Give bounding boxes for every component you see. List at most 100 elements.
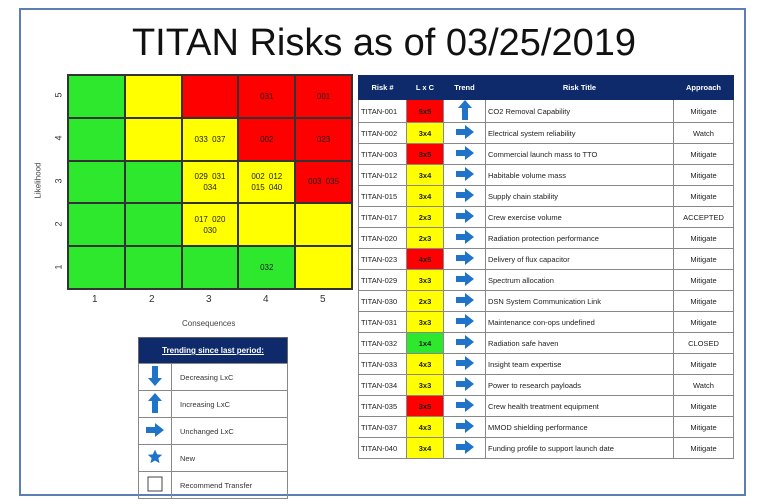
lxc-score: 3x5	[406, 395, 444, 417]
table-row: TITAN-035 3x5 Crew health treatment equi…	[358, 395, 734, 417]
legend-icon-cell	[138, 390, 172, 418]
table-row: TITAN-015 3x4 Supply chain stability Mit…	[358, 185, 734, 207]
lxc-score: 3x3	[406, 374, 444, 396]
risk-id: TITAN-033	[358, 353, 407, 375]
lxc-score: 4x5	[406, 248, 444, 270]
trend-cell	[443, 164, 486, 186]
arrow-right-icon	[455, 440, 474, 456]
x-tick-label: 4	[263, 294, 269, 305]
legend-item: Increasing LxC	[138, 390, 288, 418]
trend-cell	[443, 374, 486, 396]
risk-title: Power to research payloads	[485, 374, 674, 396]
risk-id: TITAN-003	[358, 143, 407, 165]
legend-icon-cell	[138, 444, 172, 472]
table-row: TITAN-037 4x3 MMOD shielding performance…	[358, 416, 734, 438]
arrow-up-icon	[148, 393, 162, 415]
lxc-score: 3x3	[406, 311, 444, 333]
arrow-right-icon	[455, 356, 474, 372]
star-icon	[147, 449, 163, 467]
lxc-score: 4x3	[406, 416, 444, 438]
risk-title: Insight team expertise	[485, 353, 674, 375]
matrix-cell: 002	[238, 117, 296, 161]
matrix-cell	[68, 246, 125, 289]
table-row: TITAN-029 3x3 Spectrum allocation Mitiga…	[358, 269, 734, 291]
trend-cell	[443, 416, 486, 438]
trend-cell	[443, 206, 486, 228]
risk-id: TITAN-012	[358, 164, 407, 186]
header-lxc: L x C	[406, 75, 444, 100]
arrow-right-icon	[455, 167, 474, 183]
risk-id: TITAN-002	[358, 122, 407, 144]
arrow-right-icon	[455, 125, 474, 141]
risk-id: TITAN-031	[358, 311, 407, 333]
matrix-cell	[124, 160, 182, 204]
matrix-cell	[68, 160, 125, 204]
risk-approach: Mitigate	[673, 164, 734, 186]
arrow-right-icon	[455, 398, 474, 414]
x-axis-title: Consequences	[182, 319, 236, 328]
risk-title: Crew exercise volume	[485, 206, 674, 228]
x-tick-label: 5	[320, 294, 326, 305]
trend-cell	[443, 248, 486, 270]
risk-title: Habitable volume mass	[485, 164, 674, 186]
matrix-cell	[124, 203, 182, 247]
matrix-cell: 001	[295, 75, 352, 118]
table-row: TITAN-020 2x3 Radiation protection perfo…	[358, 227, 734, 249]
risk-approach: Mitigate	[673, 311, 734, 333]
matrix-cell	[181, 75, 239, 118]
risk-approach: Mitigate	[673, 248, 734, 270]
risk-approach: Mitigate	[673, 99, 734, 123]
risk-title: Crew health treatment equipment	[485, 395, 674, 417]
matrix-cell	[124, 246, 182, 289]
risk-approach: Mitigate	[673, 416, 734, 438]
trend-cell	[443, 311, 486, 333]
trend-cell	[443, 437, 486, 459]
risk-id: TITAN-034	[358, 374, 407, 396]
arrow-up-icon	[457, 100, 472, 122]
page-title: TITAN Risks as of 03/25/2019	[131, 22, 637, 64]
legend-label: Recommend Transfer	[171, 471, 288, 499]
trend-cell	[443, 290, 486, 312]
risk-approach: Mitigate	[673, 185, 734, 207]
lxc-score: 2x3	[406, 227, 444, 249]
risk-id: TITAN-032	[358, 332, 407, 354]
arrow-right-icon	[455, 230, 474, 246]
risk-id: TITAN-017	[358, 206, 407, 228]
risk-approach: Mitigate	[673, 290, 734, 312]
arrow-right-icon	[455, 335, 474, 351]
lxc-score: 1x4	[406, 332, 444, 354]
risk-id: TITAN-040	[358, 437, 407, 459]
table-row: TITAN-032 1x4 Radiation safe haven CLOSE…	[358, 332, 734, 354]
matrix-cell	[181, 246, 239, 289]
matrix-cell	[68, 75, 125, 118]
lxc-score: 3x4	[406, 185, 444, 207]
lxc-score: 3x4	[406, 122, 444, 144]
legend-item: Recommend Transfer	[138, 471, 288, 499]
arrow-right-icon	[455, 419, 474, 435]
matrix-cell: 017 020 030	[181, 203, 239, 247]
slide-frame	[19, 8, 746, 496]
risk-id: TITAN-001	[358, 99, 407, 123]
checkbox-icon	[147, 476, 163, 494]
matrix-cell	[295, 246, 352, 289]
risk-id: TITAN-023	[358, 248, 407, 270]
matrix-cell: 033 037	[181, 117, 239, 161]
arrow-down-icon	[148, 366, 162, 388]
risk-approach: Watch	[673, 122, 734, 144]
matrix-cell: 032	[238, 246, 296, 289]
lxc-score: 2x3	[406, 290, 444, 312]
table-row: TITAN-034 3x3 Power to research payloads…	[358, 374, 734, 396]
table-row: TITAN-012 3x4 Habitable volume mass Miti…	[358, 164, 734, 186]
legend-label: Unchanged LxC	[171, 417, 288, 445]
risk-title: Delivery of flux capacitor	[485, 248, 674, 270]
y-tick-label: 2	[53, 221, 64, 227]
risk-title: Commercial launch mass to TTO	[485, 143, 674, 165]
risk-id: TITAN-030	[358, 290, 407, 312]
table-row: TITAN-040 3x4 Funding profile to support…	[358, 437, 734, 459]
risk-title: Maintenance con-ops undefined	[485, 311, 674, 333]
legend-label: New	[171, 444, 288, 472]
legend-item: Unchanged LxC	[138, 417, 288, 445]
trend-cell	[443, 269, 486, 291]
table-row: TITAN-002 3x4 Electrical system reliabil…	[358, 122, 734, 144]
header-risk-title: Risk Title	[485, 75, 674, 100]
